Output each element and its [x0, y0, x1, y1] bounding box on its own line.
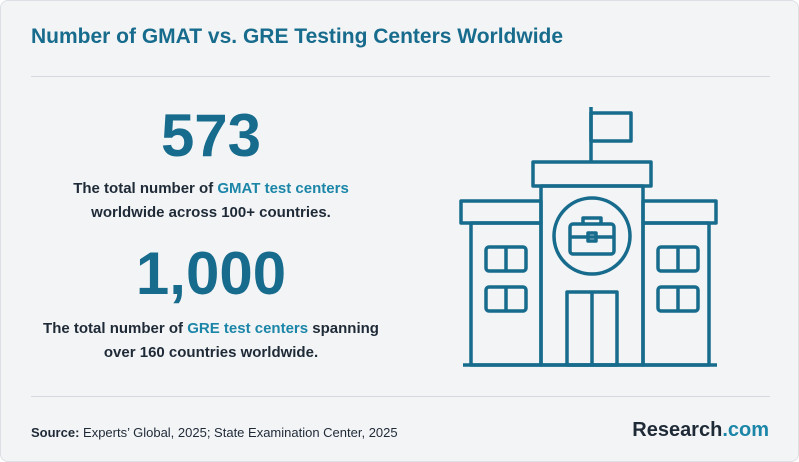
logo-text: Research	[632, 419, 723, 441]
highlight: GRE test centers	[187, 320, 309, 337]
logo-domain: .com	[722, 419, 769, 441]
highlight: GMAT test centers	[217, 180, 349, 197]
divider	[31, 76, 770, 77]
source-text: Experts’ Global, 2025; State Examination…	[79, 425, 398, 440]
text: worldwide across 100+ countries.	[91, 204, 331, 221]
text: The total number of	[73, 180, 218, 197]
stat-description: The total number of GRE test centers spa…	[1, 317, 421, 365]
text: over 160 countries worldwide.	[103, 344, 319, 361]
stat-number: 573	[160, 102, 262, 169]
source-label: Source:	[31, 425, 80, 440]
divider	[31, 396, 770, 397]
building-icon	[459, 107, 718, 367]
source: Source: Experts’ Global, 2025; State Exa…	[31, 425, 398, 440]
text: The total number of	[43, 320, 188, 337]
stat-number: 1,000	[135, 240, 287, 307]
logo: Research.com	[632, 419, 769, 442]
stat-description: The total number of GMAT test centers wo…	[1, 177, 421, 225]
text: spanning	[308, 320, 379, 337]
title: Number of GMAT vs. GRE Testing Centers W…	[31, 25, 564, 48]
